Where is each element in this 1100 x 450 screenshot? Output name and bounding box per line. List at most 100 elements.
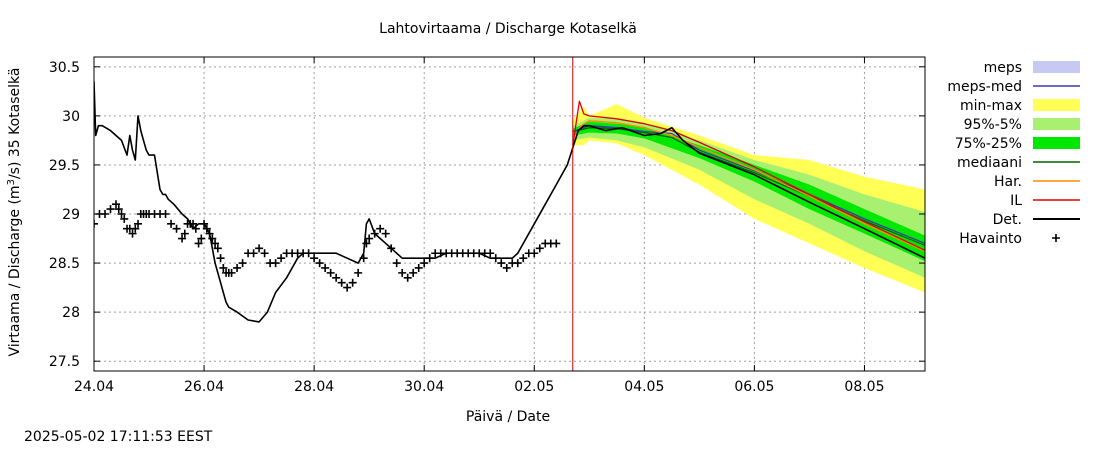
havainto-point [354,268,363,277]
legend-swatch-meps [1033,61,1080,73]
havainto-point [194,239,203,248]
havainto-point [271,259,280,268]
x-tick-label: 28.04 [294,379,334,395]
havainto-point [425,254,434,263]
havainto-point [315,259,324,268]
havainto-point [167,219,176,228]
havainto-point [219,263,228,272]
legend-label-det: Det. [993,212,1022,228]
havainto-point [213,244,222,253]
havainto-point [486,249,495,258]
legend-label-p95_5: 95%-5% [964,117,1022,133]
havainto-point [530,249,539,258]
havainto-point [255,244,264,253]
havainto-point [189,219,198,228]
axis-ticks [93,57,925,371]
timestamp: 2025-05-02 17:11:53 EEST [24,429,213,445]
havainto-point [326,268,335,277]
legend-swatch-havainto [1052,234,1060,242]
y-tick-label: 28.5 [49,256,80,272]
havainto-point [321,263,330,272]
havainto-point [387,244,396,253]
havainto-point [128,229,137,238]
havainto-point [381,229,390,238]
havainto-point [337,278,346,287]
havainto-point [304,249,313,258]
legend-label-har: Har. [994,174,1022,190]
havainto-point [403,273,412,282]
x-tick-label: 30.04 [404,379,444,395]
legend-swatch-p75_25 [1033,137,1080,149]
legend: meps meps-med min-max 95%-5% 75%-25% mediaani… [947,60,1080,247]
legend-label-havainto: Havainto [959,231,1022,247]
series-har [572,120,925,252]
havainto-point [310,254,319,263]
chart-title: Lahtovirtaama / Discharge Kotaselkä [379,21,637,37]
havainto-point [197,234,206,243]
legend-label-il: IL [1010,193,1022,209]
havainto-point [497,259,506,268]
havainto-point [519,254,528,263]
y-axis-label-prefix: Virtaama / Discharge (m [7,185,23,356]
havainto-point [106,205,115,214]
legend-swatch-minmax [1033,99,1080,111]
havainto-point [161,210,170,218]
havainto-point [180,229,189,238]
havainto-point [370,229,379,238]
havainto-point [238,259,247,268]
x-tick-label: 24.04 [74,379,114,395]
x-tick-labels: 24.04 26.04 28.04 30.04 02.05 04.05 06.05 08.05 [74,379,885,395]
havainto-point [392,259,401,268]
havainto-point [208,234,217,243]
havainto-point [332,273,341,282]
band-p95_5 [572,117,925,278]
havainto-markers [94,200,561,292]
y-tick-labels: 27.5 28 28.5 29 29.5 30 30.5 [49,60,80,370]
x-tick-label: 06.05 [734,379,774,395]
x-tick-label: 26.04 [184,379,224,395]
y-tick-label: 29 [62,207,80,223]
x-axis-label: Päivä / Date [466,409,550,425]
havainto-point [362,239,371,248]
havainto-point [535,244,544,253]
x-tick-label: 04.05 [624,379,664,395]
havainto-point [491,254,500,263]
havainto-point [172,224,181,233]
havainto-point [131,224,140,233]
havainto-point [178,234,187,243]
havainto-point [134,219,143,228]
havainto-point [414,263,423,272]
y-tick-label: 30.5 [49,60,80,76]
havainto-point [343,283,352,292]
y-axis-label-superscript: 3 [6,179,17,185]
series-det [94,81,925,323]
havainto-point [227,268,236,277]
havainto-point [120,214,129,223]
havainto-point [117,210,126,218]
legend-swatch-p95_5 [1033,118,1080,130]
havainto-point [202,224,211,233]
legend-label-p75_25: 75%-25% [955,136,1022,152]
legend-label-mediaani: mediaani [957,155,1022,171]
havainto-point [409,268,418,277]
havainto-point [502,263,511,272]
y-axis-label-suffix: /s) 35 Kotaselkä [7,68,23,180]
havainto-point [94,219,98,228]
havainto-point [359,254,368,263]
havainto-point [365,234,374,243]
havainto-point [216,254,225,263]
havainto-point [112,200,121,209]
havainto-point [420,259,429,268]
legend-label-minmax: min-max [960,98,1022,114]
havainto-point [376,224,385,233]
havainto-point [398,268,407,277]
series-il [572,100,925,251]
x-tick-label: 02.05 [514,379,554,395]
havainto-point [101,210,110,218]
y-tick-label: 29.5 [49,158,80,174]
y-tick-label: 30 [62,109,80,125]
x-tick-label: 08.05 [844,379,884,395]
y-tick-label: 28 [62,305,80,321]
y-axis-label: Virtaama / Discharge (m3/s) 35 Kotaselkä [6,68,23,357]
